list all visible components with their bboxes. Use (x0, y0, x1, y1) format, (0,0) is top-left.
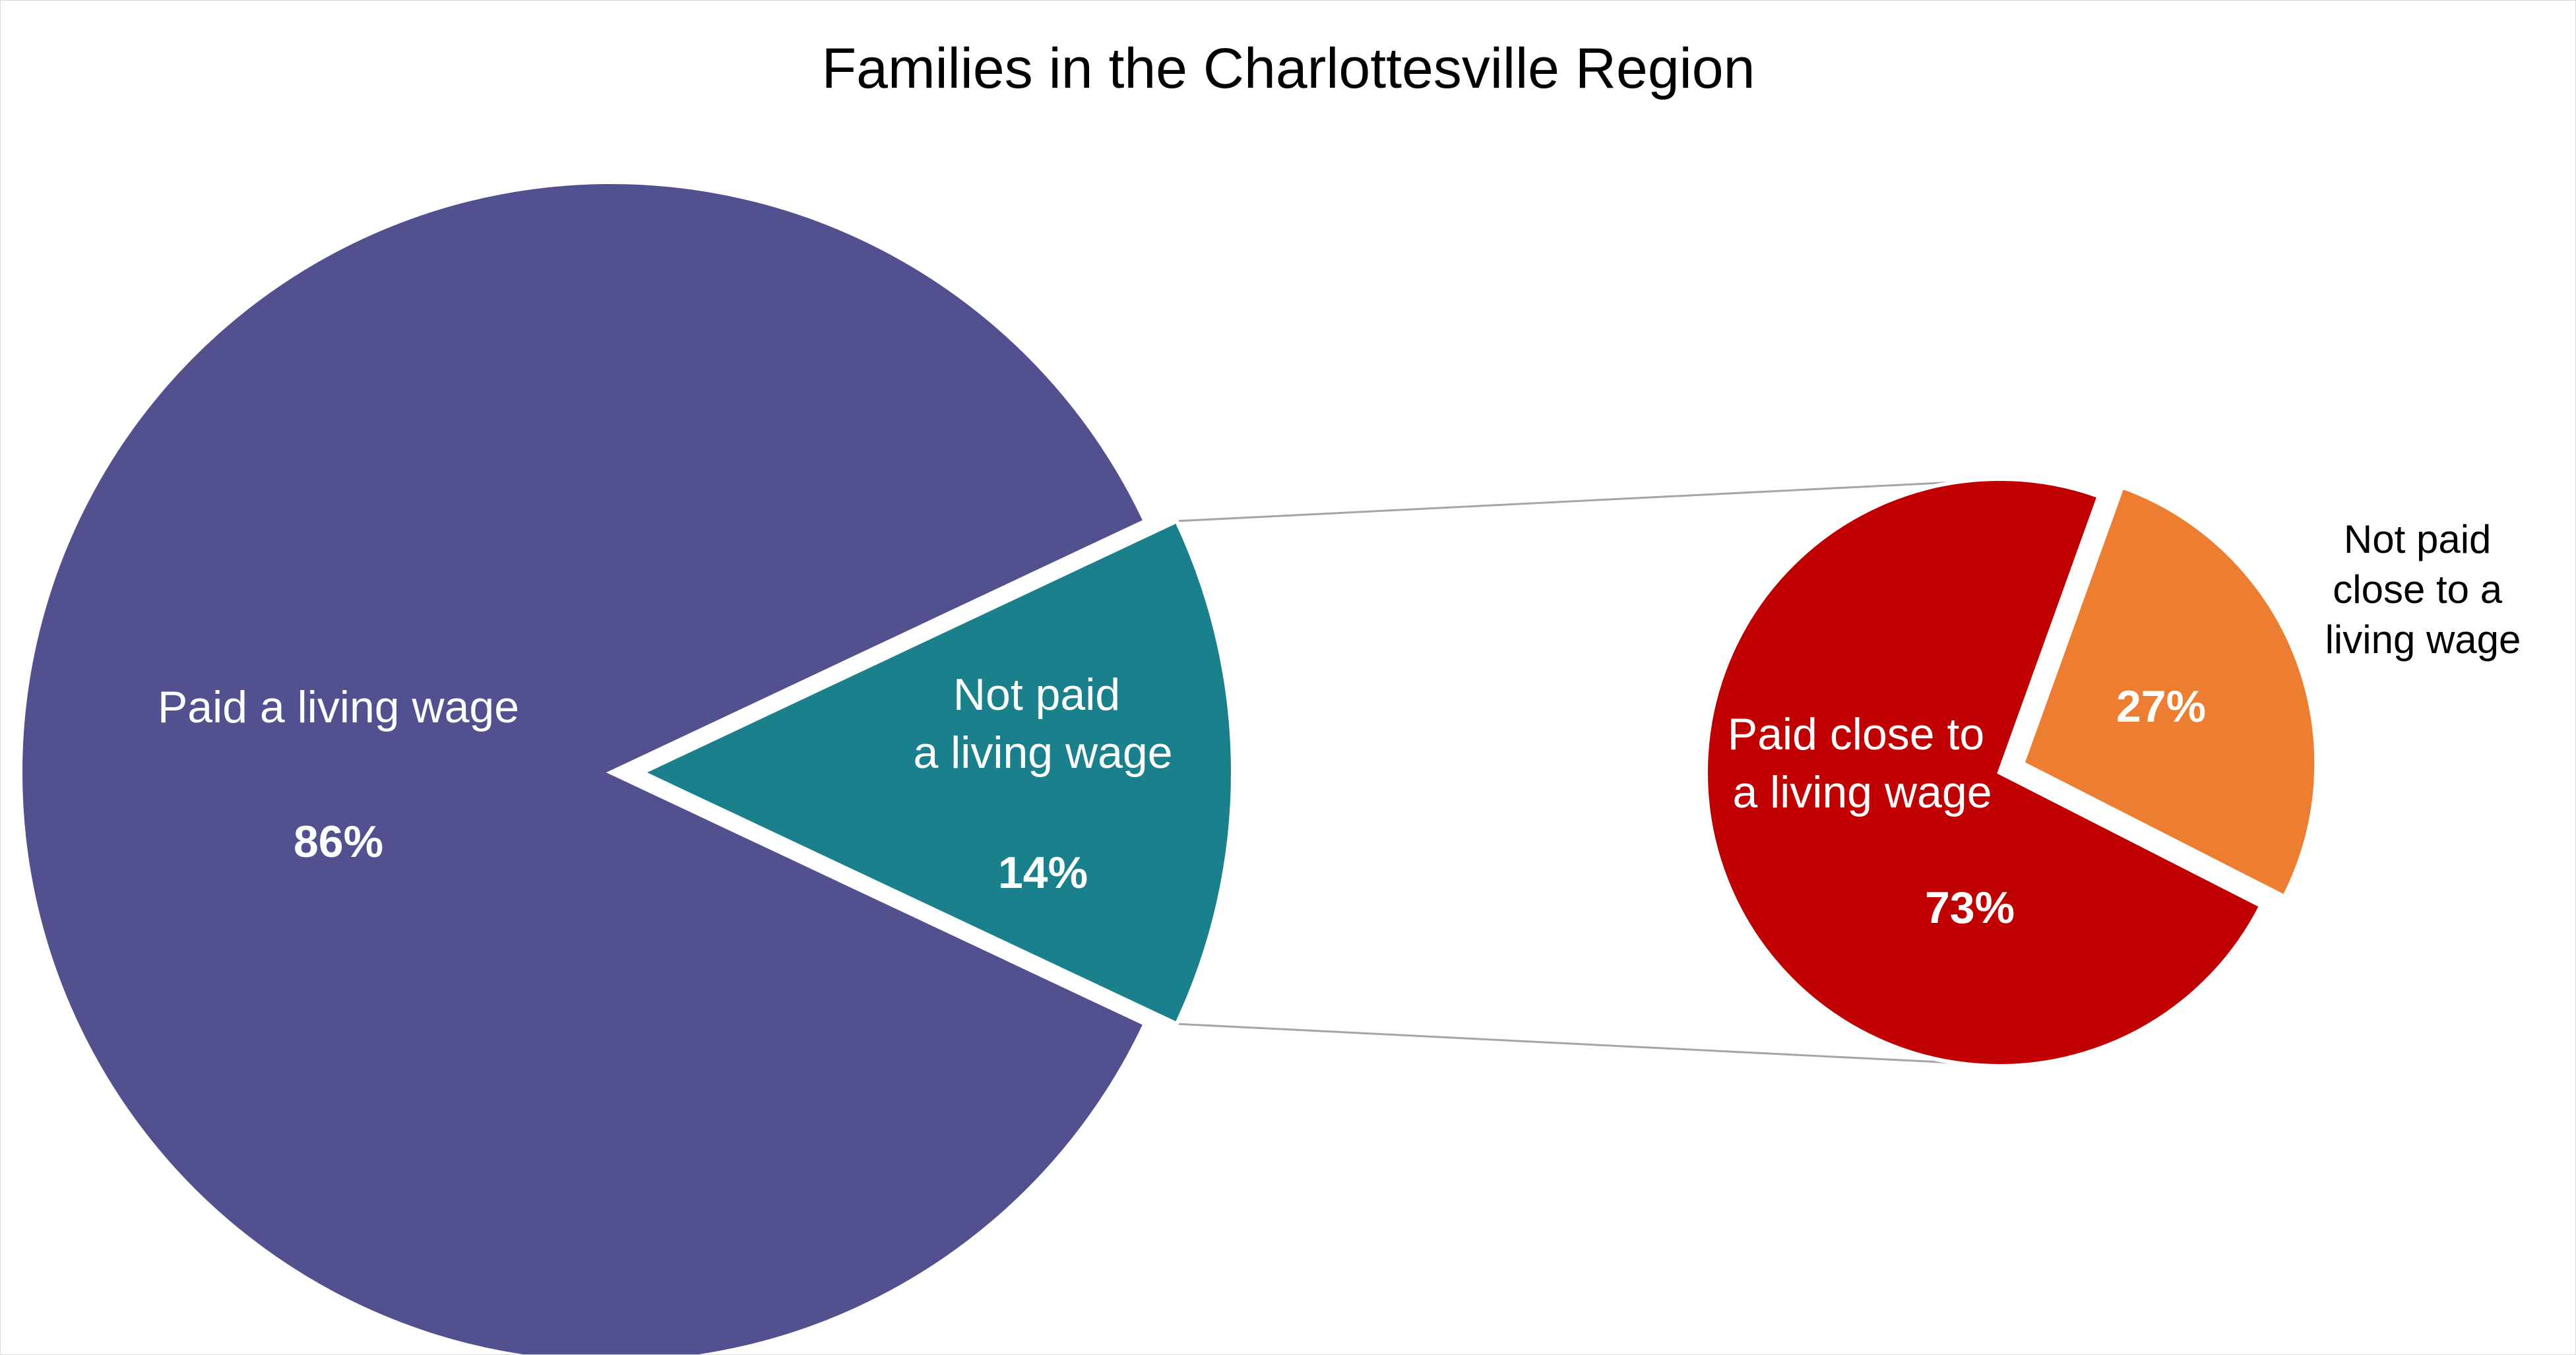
slice-label-paid-living-wage: Paid a living wage (158, 682, 519, 732)
slice-label-line: a living wage (913, 728, 1172, 778)
slice-label-line: Not paid (953, 670, 1120, 720)
pie-slice-not-paid-close (2020, 484, 2319, 900)
connector-line-bottom (1176, 1023, 1954, 1064)
slice-value-paid-close: 73% (1925, 883, 2015, 933)
pie-slice-not-paid-living-wage (637, 518, 1235, 1027)
connector-line-top (1176, 481, 1954, 522)
slice-label-not-paid-close: Not paid close to a living wage (2325, 517, 2521, 662)
slice-value-not-paid-close: 27% (2116, 681, 2206, 732)
slice-label-not-paid-living-wage: Not paid a living wage (913, 670, 1172, 778)
chart-title: Families in the Charlottesville Region (822, 37, 1755, 100)
pie-slice-paid-living-wage (18, 180, 1148, 1354)
slice-label-line: living wage (2325, 617, 2521, 662)
pie-slice-paid-close (1704, 477, 2264, 1068)
slice-value-paid-living-wage: 86% (294, 817, 383, 867)
secondary-pie (1704, 477, 2319, 1068)
slice-label-line: close to a (2333, 567, 2502, 612)
slice-label-line: a living wage (1732, 767, 1992, 817)
slice-value-not-paid-living-wage: 14% (998, 848, 1088, 898)
main-pie (18, 180, 1235, 1354)
slice-label-paid-close: Paid close to a living wage (1728, 709, 1997, 817)
slice-label-line: Not paid (2344, 517, 2491, 561)
connector-lines (1176, 481, 1954, 1064)
slice-label-line: Paid close to (1728, 709, 1984, 759)
